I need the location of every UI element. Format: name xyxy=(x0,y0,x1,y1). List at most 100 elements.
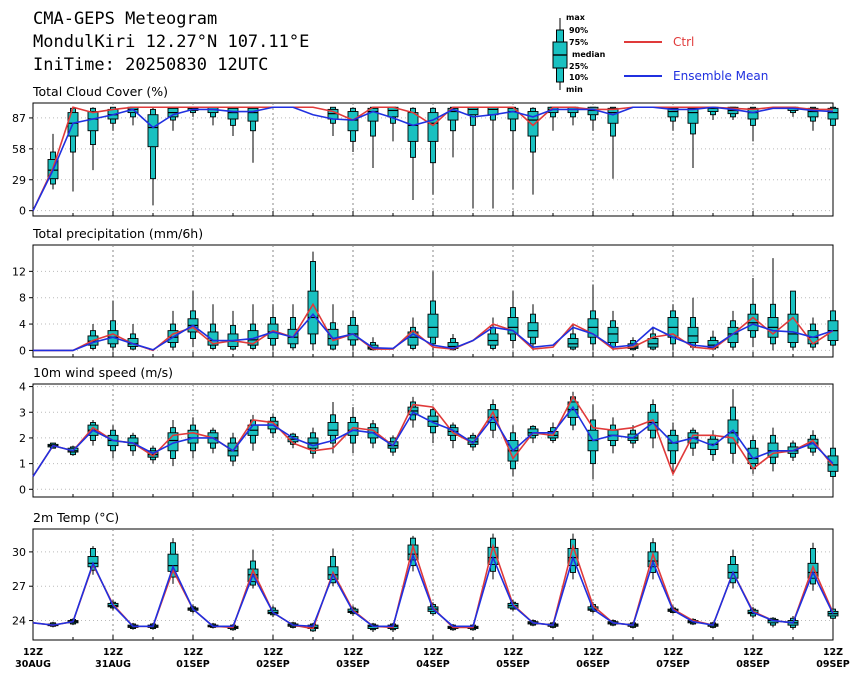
precip-box xyxy=(787,290,799,351)
cloud-box-inner xyxy=(807,107,819,118)
x-tick-hour-label: 12Z xyxy=(663,647,683,658)
precip-box-inner xyxy=(647,338,659,348)
cloud-box-inner xyxy=(347,111,359,132)
x-tick-date-label: 02SEP xyxy=(256,659,290,670)
precip-box-inner xyxy=(687,326,699,343)
wind-box-inner xyxy=(747,447,759,465)
cloud-box-inner xyxy=(527,111,539,137)
precip-box xyxy=(827,297,839,351)
precip-box xyxy=(487,317,499,351)
cloud-box-inner xyxy=(407,112,419,142)
precip-box xyxy=(227,310,239,351)
legend-p75-label: 75% xyxy=(569,38,588,47)
cloud-ctrl-line xyxy=(32,106,833,212)
precip-ytick-label: 4 xyxy=(19,318,26,331)
panels: Total Cloud Cover (%) 0 29 58 87 Total precip… xyxy=(12,84,839,641)
precip-box xyxy=(87,324,99,351)
location-label: MondulKiri 12.27°N 107.11°E xyxy=(33,32,309,52)
wind-box xyxy=(587,404,599,480)
temp-box xyxy=(827,606,839,621)
precip-ytick-label: 8 xyxy=(19,292,26,305)
x-axis-labels: 12Z30AUG12Z31AUG12Z01SEP12Z02SEP12Z03SEP… xyxy=(15,647,850,670)
precip-box-inner xyxy=(787,313,799,343)
precip-box xyxy=(567,324,579,351)
precip-box-inner xyxy=(567,338,579,348)
cloud-panel-title: Total Cloud Cover (%) xyxy=(32,84,168,99)
temp-ctrl-line xyxy=(32,543,834,630)
cloud-box xyxy=(247,106,259,163)
precip-box xyxy=(587,284,599,351)
x-tick-date-label: 31AUG xyxy=(95,659,131,670)
precip-box xyxy=(267,304,279,351)
cloud-box-inner xyxy=(227,107,239,120)
precip-box xyxy=(647,327,659,351)
box-legend: max 90% 75% median 25% 10% min xyxy=(552,13,606,94)
wind-ytick-label: 3 xyxy=(19,406,26,419)
precip-box xyxy=(427,271,439,351)
cloud-box-inner xyxy=(827,107,839,120)
x-tick-hour-label: 12Z xyxy=(23,647,43,658)
legend-min-label: min xyxy=(566,85,583,94)
x-tick-hour-label: 12Z xyxy=(183,647,203,658)
precip-box-inner xyxy=(507,317,519,335)
legend-p10-label: 10% xyxy=(569,73,588,82)
legend-mean-label: Ensemble Mean xyxy=(673,69,768,83)
cloud-box-inner xyxy=(747,107,759,120)
cloud-box-inner xyxy=(87,111,99,132)
precip-box xyxy=(167,310,179,351)
precip-box xyxy=(347,310,359,351)
x-tick-hour-label: 12Z xyxy=(263,647,283,658)
x-tick-date-label: 01SEP xyxy=(176,659,210,670)
cloud-ytick-label: 0 xyxy=(19,205,26,218)
cloud-box-inner xyxy=(427,112,439,142)
precip-box xyxy=(187,291,199,348)
wind-box-inner xyxy=(187,429,199,444)
cloud-box xyxy=(367,106,379,169)
precip-ytick-label: 0 xyxy=(19,344,26,357)
cloud-mean-line xyxy=(32,106,834,212)
x-tick-hour-label: 12Z xyxy=(743,647,763,658)
wind-box xyxy=(327,401,339,454)
cloud-box xyxy=(167,106,179,131)
wind-ytick-label: 1 xyxy=(19,458,26,471)
wind-box xyxy=(367,419,379,449)
wind-ytick-label: 4 xyxy=(19,381,26,394)
temp-panel-title: 2m Temp (°C) xyxy=(33,510,119,525)
wind-box xyxy=(107,425,119,459)
x-tick-date-label: 30AUG xyxy=(15,659,51,670)
cloud-box xyxy=(667,106,679,131)
cloud-box-inner xyxy=(467,106,479,116)
precip-box xyxy=(627,337,639,351)
cloud-box-inner xyxy=(667,107,679,118)
cloud-box xyxy=(407,107,419,201)
cloud-box xyxy=(87,107,99,171)
precip-box-inner xyxy=(427,313,439,338)
cloud-ytick-label: 29 xyxy=(12,174,26,187)
temp-ytick-label: 27 xyxy=(12,580,26,593)
x-tick-date-label: 03SEP xyxy=(336,659,370,670)
wind-box xyxy=(307,427,319,459)
cloud-box xyxy=(487,106,499,209)
precip-box-inner xyxy=(307,290,319,335)
x-tick-date-label: 05SEP xyxy=(496,659,530,670)
wind-panel: 10m wind speed (m/s) 0 1 2 3 4 xyxy=(19,365,839,498)
temp-mean-line xyxy=(32,552,834,628)
cloud-box xyxy=(447,106,459,158)
temp-ytick-label: 24 xyxy=(12,615,26,628)
precip-box xyxy=(127,324,139,351)
precip-panel-title: Total precipitation (mm/6h) xyxy=(32,226,203,241)
x-tick-hour-label: 12Z xyxy=(583,647,603,658)
precip-panel: Total precipitation (mm/6h) 0 4 8 12 xyxy=(12,226,839,358)
cloud-box xyxy=(507,106,519,190)
init-time-label: IniTime: 20250830 12UTC xyxy=(33,55,268,75)
temp-panel: 2m Temp (°C) 24 27 30 xyxy=(12,510,839,641)
cloud-box xyxy=(147,107,159,206)
legend-p90-label: 90% xyxy=(569,26,588,35)
precip-box xyxy=(507,291,519,349)
cloud-box xyxy=(827,106,839,147)
cloud-box-inner xyxy=(147,114,159,148)
cloud-box xyxy=(607,106,619,179)
temp-ytick-label: 30 xyxy=(12,546,26,559)
